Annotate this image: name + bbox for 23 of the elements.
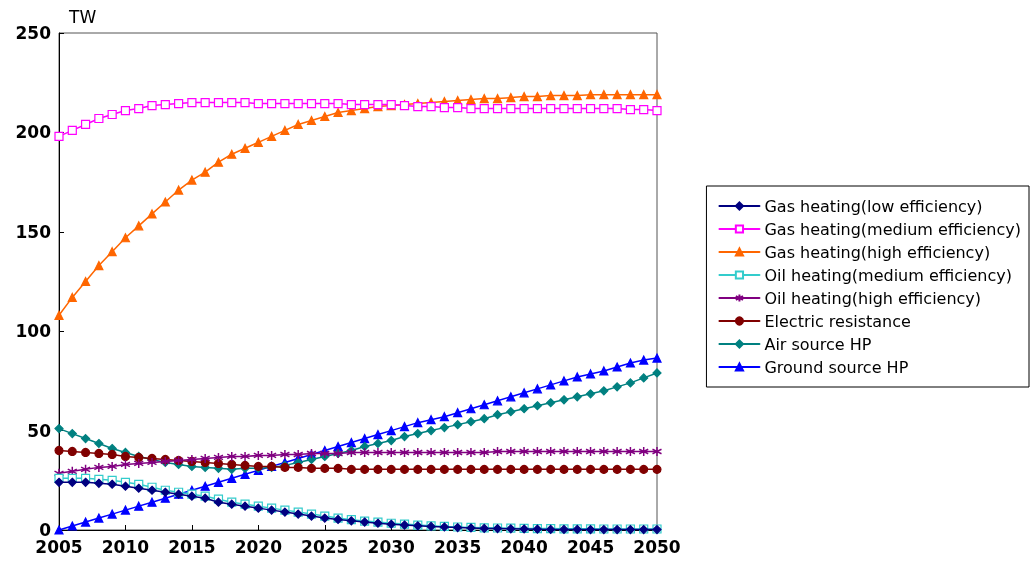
x-tick-label: 2015 bbox=[168, 536, 216, 557]
y-axis-title: TW bbox=[68, 6, 97, 27]
x-tick-label: 2010 bbox=[101, 536, 150, 557]
x-tick-label: 2040 bbox=[500, 536, 548, 557]
x-tick-label: 2020 bbox=[234, 536, 283, 557]
x-tick-label: 2050 bbox=[633, 536, 681, 557]
legend-label: Oil heating(medium efficiency) bbox=[764, 265, 1012, 285]
y-tick-label: 50 bbox=[27, 420, 52, 441]
x-tick-label: 2030 bbox=[367, 536, 416, 557]
y-tick-label: 150 bbox=[15, 221, 52, 242]
legend-label: Electric resistance bbox=[764, 311, 911, 331]
y-tick-label: 200 bbox=[15, 122, 52, 143]
legend-label: Gas heating(high efficiency) bbox=[764, 242, 991, 262]
legend-label: Gas heating(low efficiency) bbox=[764, 196, 983, 216]
x-tick-label: 2025 bbox=[301, 536, 349, 557]
legend-label: Oil heating(high efficiency) bbox=[764, 288, 982, 308]
x-tick-label: 2035 bbox=[434, 536, 482, 557]
legend-label: Ground source HP bbox=[764, 357, 909, 377]
y-tick-label: 250 bbox=[15, 23, 52, 43]
y-tick-label: 100 bbox=[15, 321, 52, 342]
x-tick-label: 2045 bbox=[566, 536, 615, 557]
legend-label: Air source HP bbox=[764, 334, 872, 354]
legend-label: Gas heating(medium efficiency) bbox=[764, 219, 1021, 239]
